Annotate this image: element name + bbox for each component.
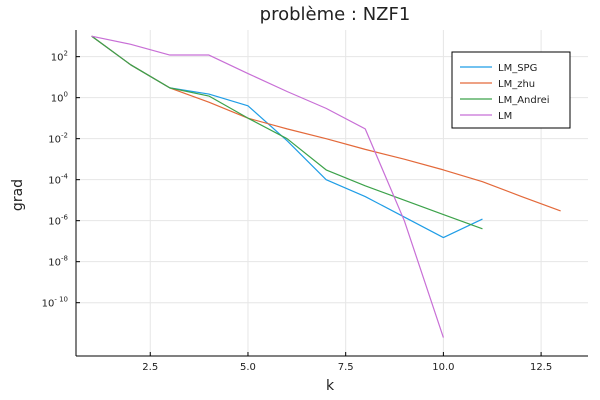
x-tick-label: 12.5 [530,362,552,373]
x-tick-label: 2.5 [142,362,158,373]
axes [75,30,588,357]
gridlines [76,30,588,356]
legend-label-lm-spg: LM_SPG [498,63,537,74]
legend: LM_SPG LM_zhu LM_Andrei LM [451,51,571,129]
series-line-lm-andrei [91,35,483,230]
y-tick-label: 10-8 [48,255,68,269]
legend-label-lm-andrei: LM_Andrei [498,95,550,106]
y-tick-label: 100 [51,91,68,105]
series-lines [91,35,561,338]
y-tick-label: 10-2 [48,132,68,146]
y-tick-label: 10-6 [48,214,68,228]
x-tick-label: 10.0 [432,362,454,373]
chart-title: problème : NZF1 [260,4,411,25]
y-tick-label: 10-4 [48,173,68,187]
x-tick-label: 5.0 [240,362,256,373]
legend-label-lm: LM [498,111,512,122]
x-axis-label: k [326,378,335,394]
series-line-lm [91,35,444,338]
tick-labels: 2.5 5.0 7.5 10.0 12.5 102 100 10-2 10-4 10-6 10-8 1… [42,50,553,373]
y-axis-label: grad [10,179,26,211]
y-tick-label: 102 [51,50,68,64]
x-tick-label: 7.5 [338,362,354,373]
legend-label-lm-zhu: LM_zhu [498,79,535,90]
y-tick-label: 10- 10 [42,296,68,310]
